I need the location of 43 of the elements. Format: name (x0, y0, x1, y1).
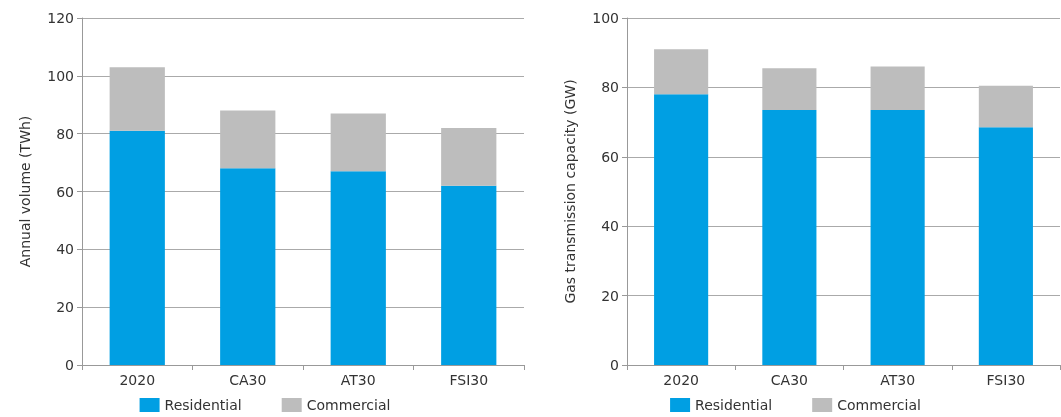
x-tick-label: 2020 (663, 372, 699, 388)
legend-label: Residential (695, 397, 773, 413)
y-axis-title: Annual volume (TWh) (17, 115, 33, 268)
x-tick-label: FSI30 (986, 372, 1026, 388)
bar (109, 67, 165, 131)
bar (870, 109, 925, 365)
bar (441, 127, 497, 186)
bar (762, 109, 817, 365)
legend-label: Commercial (306, 397, 391, 413)
x-tick-label: AT30 (340, 372, 376, 388)
bar (762, 68, 817, 110)
bar (441, 185, 497, 365)
x-tick-label: AT30 (880, 372, 916, 388)
y-tick-label: 80 (56, 125, 74, 142)
y-tick-label: 100 (592, 10, 619, 26)
bar (109, 130, 165, 365)
bar (220, 168, 276, 365)
y-tick-label: 0 (65, 357, 74, 373)
legend-label: Commercial (837, 397, 921, 413)
x-tick-label: 2020 (119, 372, 156, 388)
x-tick-label: CA30 (229, 372, 267, 388)
y-tick-label: 120 (47, 10, 74, 26)
bar (978, 127, 1033, 365)
bar (330, 171, 386, 365)
x-tick-label: CA30 (770, 372, 808, 388)
bar (870, 66, 925, 110)
y-tick-label: 20 (601, 287, 619, 304)
y-axis-title: Gas transmission capacity (GW) (562, 79, 578, 304)
bar (654, 49, 709, 95)
bar (330, 113, 386, 172)
y-tick-label: 40 (601, 218, 619, 235)
bar (220, 110, 276, 169)
y-tick-label: 60 (56, 183, 74, 200)
y-tick-label: 100 (47, 67, 74, 84)
x-tick-label: FSI30 (449, 372, 489, 388)
bar (654, 94, 709, 365)
y-tick-label: 40 (56, 241, 74, 258)
y-tick-label: 60 (601, 148, 619, 165)
y-tick-label: 20 (56, 299, 74, 316)
bar (978, 85, 1033, 128)
y-tick-label: 0 (610, 357, 619, 373)
y-tick-label: 80 (601, 79, 619, 96)
legend-label: Residential (164, 397, 242, 413)
